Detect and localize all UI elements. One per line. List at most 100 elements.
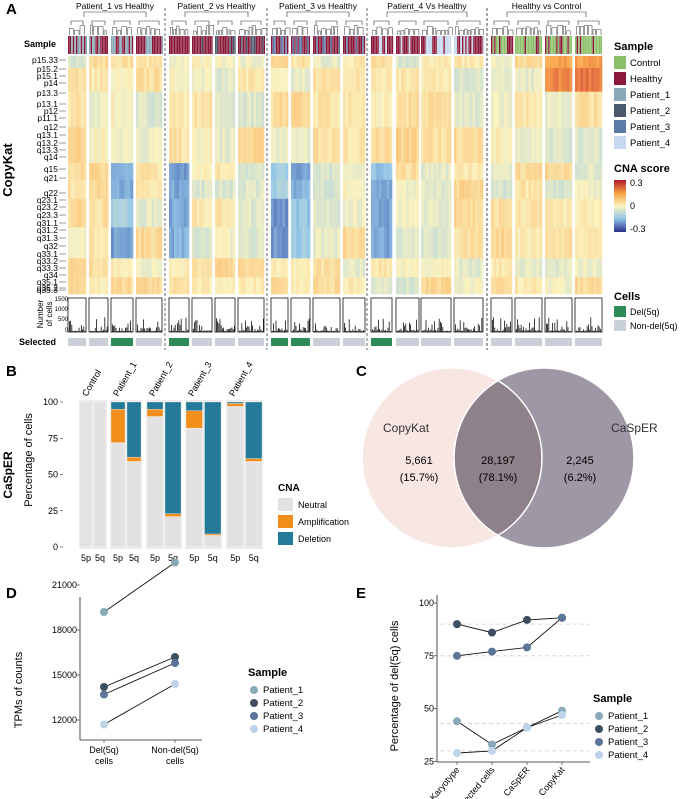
- heatmap-cell: [491, 127, 494, 164]
- heatmap-cell: [334, 258, 338, 278]
- ncells-bar: [253, 331, 255, 332]
- legend-sample-label: Patient_4: [630, 138, 670, 149]
- e-point-patient_2: [488, 628, 496, 637]
- ncells-box: [110, 297, 134, 333]
- heatmap-cell: [318, 163, 322, 181]
- band-label: q13.3: [37, 145, 59, 155]
- heatmap-cell: [315, 277, 319, 295]
- heatmap-cell: [176, 179, 180, 200]
- heatmap-cell: [396, 198, 399, 228]
- dendrogram-branch: [314, 24, 318, 35]
- heatmap-cell: [291, 277, 295, 295]
- heatmap-cell: [251, 277, 254, 295]
- heatmap-cell: [536, 56, 540, 69]
- sample-bar-tick: [208, 36, 210, 54]
- heatmap-cell: [301, 127, 305, 164]
- heatmap-cell: [408, 277, 412, 295]
- heatmap-cell: [433, 179, 437, 200]
- heatmap-cell: [467, 227, 471, 259]
- heatmap-cell: [80, 227, 84, 259]
- heatmap-cell: [441, 127, 444, 164]
- heatmap-cell: [159, 163, 163, 181]
- heatmap-cell: [156, 91, 160, 128]
- heatmap-cell: [566, 198, 570, 228]
- heatmap-cell: [194, 163, 198, 181]
- sample-bar-tick: [357, 36, 359, 54]
- heatmap-cell: [504, 227, 508, 259]
- heatmap-cell: [209, 198, 213, 228]
- heatmap-cell: [501, 56, 505, 69]
- heatmap-cell: [528, 277, 532, 295]
- ncells-bar: [335, 328, 337, 332]
- group-dendrogram-top: [506, 11, 587, 17]
- heatmap-cell: [83, 277, 87, 295]
- heatmap-cell: [186, 67, 190, 92]
- heatmap-cell: [80, 163, 84, 181]
- heatmap-cell: [331, 277, 335, 295]
- heatmap-cell: [575, 127, 578, 164]
- heatmap-cell: [555, 258, 559, 278]
- panel-e-ylabel: Percentage of del(5q) cells: [389, 620, 401, 751]
- sample-bar-tick: [280, 36, 282, 54]
- heatmap-cell: [533, 198, 537, 228]
- sample-bar-tick: [565, 36, 568, 54]
- dendrogram-branch: [170, 26, 173, 35]
- heatmap-cell: [477, 258, 481, 278]
- heatmap-cell: [593, 258, 597, 278]
- heatmap-cell: [124, 127, 128, 164]
- dendrogram-branch: [297, 25, 303, 35]
- heatmap-cell: [441, 67, 444, 92]
- heatmap-cell: [176, 227, 180, 259]
- heatmap-cell: [130, 127, 134, 164]
- heatmap-cell: [329, 163, 333, 181]
- heatmap-cell: [138, 179, 142, 200]
- heatmap-cell: [248, 56, 252, 69]
- legend-cells-del5q-swatch: [614, 306, 626, 317]
- heatmap-cell: [359, 127, 363, 164]
- heatmap-cell: [348, 227, 352, 259]
- heatmap-cell: [378, 91, 382, 128]
- b-ytick-label: 100: [43, 397, 58, 407]
- heatmap-cell: [99, 277, 103, 295]
- ncells-bar: [304, 327, 305, 332]
- heatmap-cell: [222, 127, 226, 164]
- b-bar-deletion: [226, 401, 244, 404]
- ncells-bar: [281, 328, 283, 332]
- heatmap-cell: [192, 91, 195, 128]
- heatmap-cell: [184, 277, 187, 295]
- heatmap-cell: [398, 179, 402, 200]
- heatmap-cell: [321, 258, 325, 278]
- heatmap-cell: [583, 258, 587, 278]
- dendrogram-branch: [193, 30, 197, 35]
- sample-bar-tick: [100, 36, 102, 54]
- dendrogram-top: [293, 20, 308, 25]
- heatmap-cell: [232, 91, 236, 128]
- heatmap-cell: [517, 67, 521, 92]
- ncells-bar: [386, 330, 388, 332]
- heatmap-cell: [304, 127, 308, 164]
- heatmap-cell: [443, 163, 447, 181]
- sample-bar-tick: [470, 36, 472, 54]
- sample-bar-tick: [375, 36, 378, 54]
- heatmap-cell: [337, 227, 341, 259]
- heatmap-cell: [291, 179, 295, 200]
- dendrogram-branch: [184, 29, 189, 35]
- heatmap-cell: [431, 179, 434, 200]
- sample-bar-tick: [511, 36, 514, 54]
- heatmap-cell: [569, 163, 573, 181]
- heatmap-block: [313, 56, 341, 295]
- dendrogram: [292, 20, 308, 35]
- sample-bar-tick: [260, 36, 262, 54]
- heatmap-cell: [194, 127, 198, 164]
- sample-bar-tick: [272, 36, 274, 54]
- heatmap-cell: [416, 127, 420, 164]
- heatmap-cell: [456, 67, 460, 92]
- heatmap-cell: [446, 163, 449, 181]
- heatmap-cell: [271, 127, 275, 164]
- heatmap-cell: [154, 258, 158, 278]
- heatmap-cell: [97, 91, 101, 128]
- heatmap-cell: [70, 127, 74, 164]
- heatmap-cell: [279, 127, 283, 164]
- sample-bar-tick: [516, 36, 518, 54]
- heatmap-cell: [151, 91, 155, 128]
